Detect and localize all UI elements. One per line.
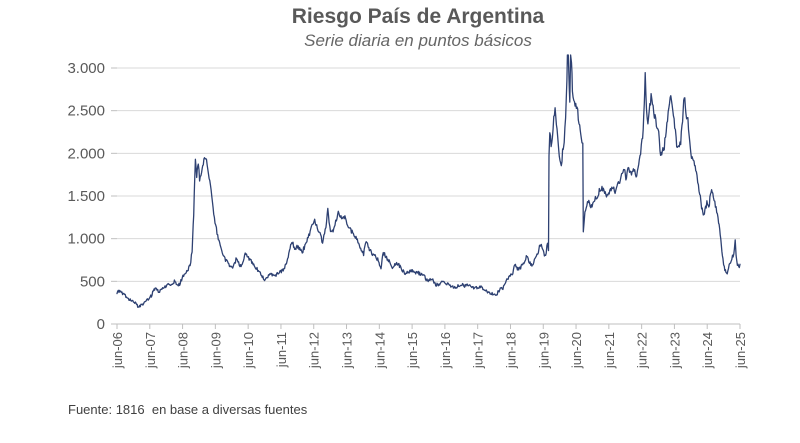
svg-text:jun-18: jun-18 [503,332,518,369]
svg-text:jun-12: jun-12 [307,332,322,369]
svg-text:jun-06: jun-06 [110,332,125,369]
svg-text:3.000: 3.000 [67,60,105,77]
svg-text:jun-19: jun-19 [536,332,551,369]
svg-text:2.500: 2.500 [67,103,105,120]
svg-text:jun-08: jun-08 [176,332,191,369]
svg-text:jun-24: jun-24 [700,332,715,369]
source-note: Fuente: 1816 en base a diversas fuentes [68,402,308,417]
svg-text:2.000: 2.000 [67,145,105,162]
svg-text:1.500: 1.500 [67,188,105,205]
svg-text:jun-22: jun-22 [635,332,650,369]
svg-text:jun-23: jun-23 [667,332,682,369]
svg-text:jun-20: jun-20 [569,332,584,369]
svg-text:jun-15: jun-15 [405,332,420,369]
svg-text:0: 0 [97,316,105,333]
svg-text:jun-13: jun-13 [340,332,355,369]
svg-text:jun-21: jun-21 [602,332,617,369]
svg-text:jun-11: jun-11 [274,332,289,368]
chart-header: Riesgo País de Argentina Serie diaria en… [0,4,800,52]
svg-text:500: 500 [80,273,105,290]
svg-text:jun-10: jun-10 [241,332,256,369]
svg-text:jun-09: jun-09 [208,332,223,369]
svg-text:jun-07: jun-07 [143,332,158,369]
chart-subtitle: Serie diaria en puntos básicos [304,31,532,51]
svg-text:1.000: 1.000 [67,231,105,248]
svg-text:jun-25: jun-25 [733,332,748,369]
chart-title: Riesgo País de Argentina [291,5,545,28]
svg-text:jun-17: jun-17 [471,332,486,369]
svg-text:jun-14: jun-14 [372,332,387,369]
svg-text:jun-16: jun-16 [438,332,453,369]
